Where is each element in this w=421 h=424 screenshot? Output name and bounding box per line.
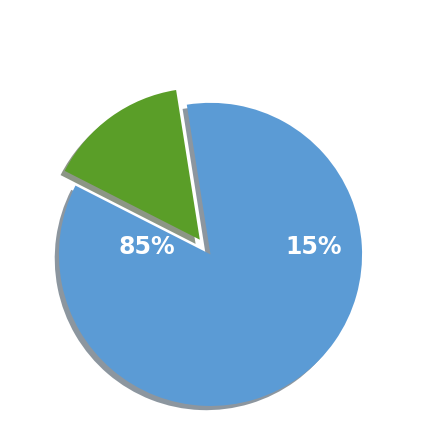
- Wedge shape: [65, 90, 200, 240]
- Text: 85%: 85%: [119, 235, 175, 259]
- Text: 15%: 15%: [285, 235, 342, 259]
- Legend: Programs, Administrative: Programs, Administrative: [24, 0, 397, 6]
- Wedge shape: [59, 103, 362, 406]
